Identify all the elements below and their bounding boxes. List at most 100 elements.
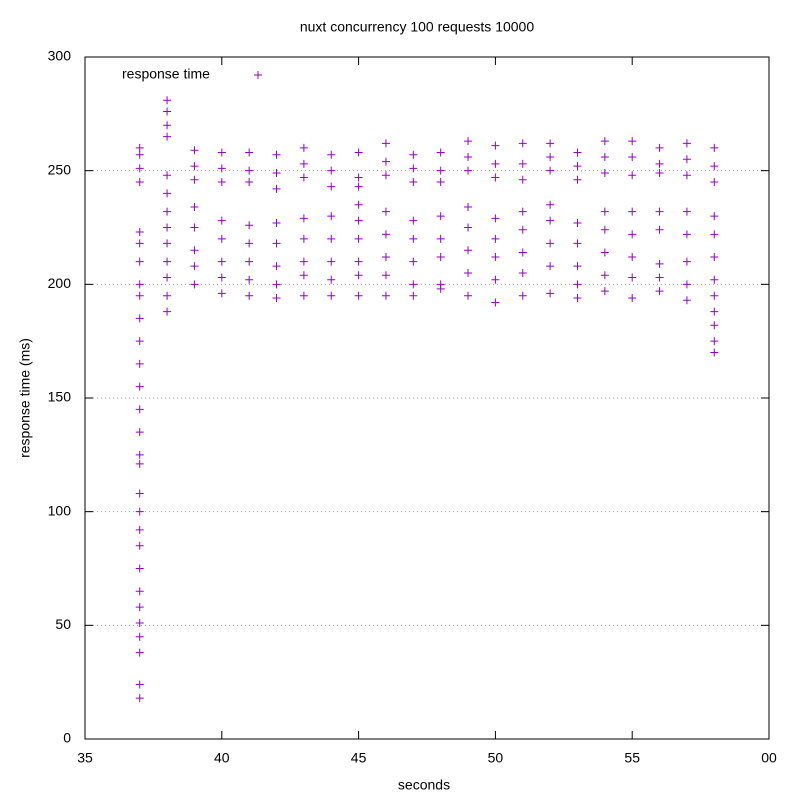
point — [272, 184, 281, 193]
point — [628, 293, 637, 302]
point — [628, 273, 637, 282]
point — [600, 225, 609, 234]
plot-border — [84, 56, 770, 740]
x-axis-label: seconds — [398, 777, 450, 793]
point — [381, 157, 390, 166]
point — [546, 262, 555, 271]
point — [272, 239, 281, 248]
point — [464, 246, 473, 255]
point — [546, 239, 555, 248]
point — [190, 203, 199, 212]
point — [518, 268, 527, 277]
point — [600, 248, 609, 257]
point — [628, 207, 637, 216]
point — [299, 257, 308, 266]
point — [710, 178, 719, 187]
point — [135, 239, 144, 248]
point — [573, 218, 582, 227]
point — [655, 273, 664, 282]
point — [491, 275, 500, 284]
point — [518, 159, 527, 168]
point — [163, 207, 172, 216]
point — [135, 228, 144, 237]
point — [464, 268, 473, 277]
point — [573, 280, 582, 289]
point — [354, 200, 363, 209]
point — [354, 216, 363, 225]
point — [491, 173, 500, 182]
point — [573, 162, 582, 171]
point — [710, 321, 719, 330]
point — [381, 171, 390, 180]
point — [135, 648, 144, 657]
point — [682, 257, 691, 266]
point — [217, 257, 226, 266]
chart-title: nuxt concurrency 100 requests 10000 — [300, 19, 534, 35]
point — [409, 280, 418, 289]
point — [710, 212, 719, 221]
point — [327, 150, 336, 159]
point — [573, 148, 582, 157]
point — [381, 271, 390, 280]
point — [163, 291, 172, 300]
point — [464, 137, 473, 146]
point — [163, 132, 172, 141]
point — [135, 603, 144, 612]
point — [190, 246, 199, 255]
point — [655, 143, 664, 152]
point — [135, 405, 144, 414]
x-tick-label: 45 — [351, 750, 367, 766]
point — [464, 223, 473, 232]
point — [573, 175, 582, 184]
point — [135, 382, 144, 391]
point — [491, 253, 500, 262]
point — [135, 450, 144, 459]
point — [710, 348, 719, 357]
point — [628, 171, 637, 180]
point — [436, 253, 445, 262]
point — [190, 162, 199, 171]
point — [135, 178, 144, 187]
point — [135, 359, 144, 368]
point — [628, 253, 637, 262]
point — [272, 262, 281, 271]
point — [190, 146, 199, 155]
x-tick-label: 40 — [214, 750, 230, 766]
point — [518, 248, 527, 257]
point — [135, 164, 144, 173]
x-tick-label: 35 — [77, 750, 93, 766]
point — [655, 259, 664, 268]
point — [135, 680, 144, 689]
point — [327, 234, 336, 243]
point — [600, 207, 609, 216]
point — [245, 178, 254, 187]
point — [710, 307, 719, 316]
point — [163, 273, 172, 282]
x-tick-label: 00 — [761, 750, 777, 766]
point — [381, 207, 390, 216]
point — [163, 307, 172, 316]
point — [518, 139, 527, 148]
point — [217, 234, 226, 243]
point — [464, 153, 473, 162]
point — [409, 291, 418, 300]
y-tick-label: 250 — [48, 161, 72, 177]
point — [190, 280, 199, 289]
point — [354, 148, 363, 157]
point — [217, 178, 226, 187]
point — [163, 96, 172, 105]
point — [682, 155, 691, 164]
point — [299, 214, 308, 223]
point — [491, 159, 500, 168]
point — [436, 212, 445, 221]
point — [518, 225, 527, 234]
point — [409, 216, 418, 225]
point — [655, 287, 664, 296]
point — [217, 164, 226, 173]
point — [354, 182, 363, 191]
point — [436, 166, 445, 175]
point — [436, 284, 445, 293]
point — [628, 230, 637, 239]
point — [190, 223, 199, 232]
